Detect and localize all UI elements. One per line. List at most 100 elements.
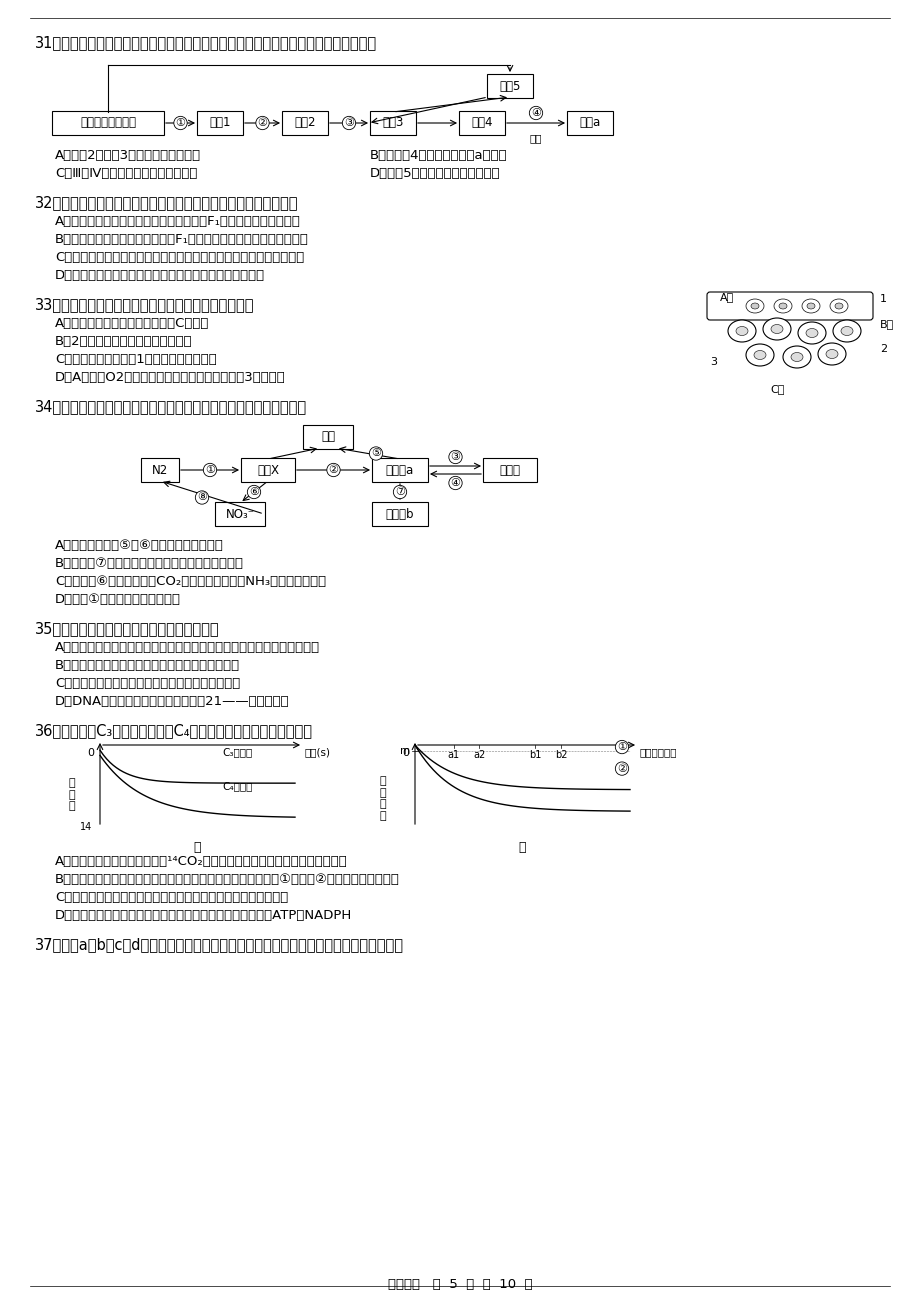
Ellipse shape [727, 320, 755, 342]
Text: ⑦: ⑦ [394, 487, 404, 497]
Text: m: m [400, 746, 410, 756]
Text: A、光照下，供给离体叶片少量¹⁴CO₂，玉米叶片会发生甲图的变化而小麦不会: A、光照下，供给离体叶片少量¹⁴CO₂，玉米叶片会发生甲图的变化而小麦不会 [55, 855, 347, 868]
Ellipse shape [735, 327, 747, 336]
Text: 合
成
量: 合 成 量 [69, 779, 75, 811]
Text: 0: 0 [87, 749, 94, 758]
Text: 氨基酸b: 氨基酸b [385, 508, 414, 521]
Text: 34、下图表示几种相关物质之间的部分转化关系，下列叙述正确的是: 34、下图表示几种相关物质之间的部分转化关系，下列叙述正确的是 [35, 398, 307, 414]
Text: ①: ① [617, 742, 627, 753]
Text: b1: b1 [528, 750, 541, 760]
Text: 35、下列关于生物工程的叙述中，不正确的是: 35、下列关于生物工程的叙述中，不正确的是 [35, 621, 220, 635]
Text: 36、下列有关C₃植物（小麦）和C₄植物（玉米）的叙述，错误的是: 36、下列有关C₃植物（小麦）和C₄植物（玉米）的叙述，错误的是 [35, 723, 312, 738]
Text: 细胞4: 细胞4 [471, 116, 493, 129]
FancyBboxPatch shape [459, 111, 505, 135]
Ellipse shape [778, 303, 786, 309]
Text: N2: N2 [152, 464, 168, 477]
Text: B、乙图表示同一植物在相同光照条件下的光合产量曲线，曲线①和曲线②可能是环境温度不同: B、乙图表示同一植物在相同光照条件下的光合产量曲线，曲线①和曲线②可能是环境温度… [55, 874, 400, 885]
Text: D．DNA探针可用于检测苯丙酮尿症和21——三体综合征: D．DNA探针可用于检测苯丙酮尿症和21——三体综合征 [55, 695, 289, 708]
Text: 细胞1: 细胞1 [209, 116, 231, 129]
Text: D．A液中的O2进入组织细胞被利用处至少要通过3层膜结构: D．A液中的O2进入组织细胞被利用处至少要通过3层膜结构 [55, 371, 286, 384]
Ellipse shape [762, 318, 790, 340]
Text: B液: B液 [879, 319, 893, 329]
Text: 氨基酸a: 氨基酸a [385, 464, 414, 477]
Ellipse shape [745, 344, 773, 366]
Ellipse shape [806, 303, 814, 309]
Text: ②: ② [257, 118, 267, 128]
FancyBboxPatch shape [371, 503, 427, 526]
Text: a2: a2 [473, 750, 485, 760]
Text: 0: 0 [402, 749, 409, 758]
Ellipse shape [817, 342, 845, 365]
Text: ④: ④ [530, 108, 540, 118]
Ellipse shape [834, 303, 842, 309]
Text: ②: ② [328, 465, 338, 475]
Ellipse shape [797, 322, 825, 344]
Text: C．Ⅲ、Ⅳ过程与细胞膜上蛋白质有关: C．Ⅲ、Ⅳ过程与细胞膜上蛋白质有关 [55, 167, 198, 180]
Text: a1: a1 [448, 750, 460, 760]
Text: C．利用植物体细胞杂交技术可以克服生殖隔离的限制，培育远缘杂种: C．利用植物体细胞杂交技术可以克服生殖隔离的限制，培育远缘杂种 [55, 251, 304, 264]
Ellipse shape [829, 299, 847, 312]
Ellipse shape [750, 303, 758, 309]
Text: b2: b2 [554, 750, 567, 760]
Ellipse shape [790, 353, 802, 362]
Text: 细胞2: 细胞2 [294, 116, 315, 129]
Text: 37、以下a、b、c、d四图分别是四种生物的细胞结构图，与之有关的下列叙述中正确的是: 37、以下a、b、c、d四图分别是四种生物的细胞结构图，与之有关的下列叙述中正确… [35, 937, 403, 952]
Text: 生物试卷   第  5  页  共  10  页: 生物试卷 第 5 页 共 10 页 [387, 1279, 532, 1292]
Ellipse shape [805, 328, 817, 337]
Text: D．细胞5属于保留分裂能力的细胞: D．细胞5属于保留分裂能力的细胞 [369, 167, 500, 180]
Text: B．2结构的细胞所处的内环境为淡巴: B．2结构的细胞所处的内环境为淡巴 [55, 335, 192, 348]
Text: C、玉米光合作用合成淠粉的场所既有维管束鞘细胞又有叶肉细胞: C、玉米光合作用合成淠粉的场所既有维管束鞘细胞又有叶肉细胞 [55, 891, 288, 904]
Text: A．杂交癀细胞、金黄色葡萄球菌、圆褐固氮菌都可用选择培养基筛选出来: A．杂交癀细胞、金黄色葡萄球菌、圆褐固氮菌都可用选择培养基筛选出来 [55, 641, 320, 654]
Text: A．细胞2、细胞3均起源于造血干细胞: A．细胞2、细胞3均起源于造血干细胞 [55, 148, 201, 161]
Text: C液: C液 [769, 384, 784, 395]
Text: B．经途径⑦可以使细胞内氨基酸的种类和数量增多: B．经途径⑦可以使细胞内氨基酸的种类和数量增多 [55, 557, 244, 570]
FancyBboxPatch shape [141, 458, 179, 482]
FancyBboxPatch shape [566, 111, 612, 135]
Text: 细胞3: 细胞3 [382, 116, 403, 129]
FancyBboxPatch shape [371, 458, 427, 482]
Text: ①: ① [176, 118, 186, 128]
FancyBboxPatch shape [52, 111, 164, 135]
Text: A．疏松的土壤对⑤和⑥的影响都是促进作用: A．疏松的土壤对⑤和⑥的影响都是促进作用 [55, 539, 223, 552]
Text: ⑥: ⑥ [249, 487, 259, 497]
Text: B．标记基因可用于检测运载体是否被导入受体细胞: B．标记基因可用于检测运载体是否被导入受体细胞 [55, 659, 240, 672]
Text: 14: 14 [80, 822, 92, 832]
Text: 物质a: 物质a [579, 116, 600, 129]
Ellipse shape [840, 327, 852, 336]
Ellipse shape [754, 350, 766, 359]
Ellipse shape [745, 299, 763, 312]
FancyBboxPatch shape [197, 111, 243, 135]
Text: 分泌: 分泌 [529, 133, 541, 143]
Text: NO₃⁻: NO₃⁻ [225, 508, 255, 521]
Text: 细胞5: 细胞5 [499, 79, 520, 92]
Text: A．某人长期营养不良，则会引起C液减少: A．某人长期营养不良，则会引起C液减少 [55, 316, 210, 329]
Ellipse shape [782, 346, 811, 368]
Ellipse shape [773, 299, 791, 312]
Text: C．人发生过敏反应，1结构的通透性会升高: C．人发生过敏反应，1结构的通透性会升高 [55, 353, 217, 366]
Text: 蛋白质: 蛋白质 [499, 464, 520, 477]
Text: ⑧: ⑧ [197, 492, 207, 503]
FancyBboxPatch shape [215, 503, 265, 526]
Text: 甲: 甲 [193, 841, 200, 854]
Text: ④: ④ [450, 478, 460, 488]
Text: D．不同植物原生质体融合的过程属于植物体细胞杂交过程: D．不同植物原生质体融合的过程属于植物体细胞杂交过程 [55, 270, 265, 283]
Text: C．动物细胞的大规模培养可用于生产某些病毒疫苗: C．动物细胞的大规模培养可用于生产某些病毒疫苗 [55, 677, 240, 690]
FancyBboxPatch shape [369, 111, 415, 135]
FancyBboxPatch shape [482, 458, 537, 482]
Text: 31、下图表示人体通过体液免疫消灯破伤风杆菌外毒素的过程，下列相关叙述错误的是: 31、下图表示人体通过体液免疫消灯破伤风杆菌外毒素的过程，下列相关叙述错误的是 [35, 35, 377, 49]
Text: C．能完成⑥过程的生物，CO₂可以作为其碳源，NH₃可以作为其能源: C．能完成⑥过程的生物，CO₂可以作为其碳源，NH₃可以作为其能源 [55, 575, 325, 589]
FancyBboxPatch shape [486, 74, 532, 98]
Text: 二氧化碳含量: 二氧化碳含量 [640, 747, 676, 756]
Ellipse shape [825, 349, 837, 358]
Text: 时间(s): 时间(s) [305, 747, 331, 756]
Text: ③: ③ [450, 452, 460, 462]
Ellipse shape [770, 324, 782, 333]
Text: 2: 2 [879, 344, 886, 354]
Text: B．仅细胞4中含有合成物质a的基因: B．仅细胞4中含有合成物质a的基因 [369, 148, 507, 161]
Text: ①: ① [205, 465, 215, 475]
Text: A．两个不同品种的紫茉莉杂交，正交反交F₁的枝条颜色表现型一致: A．两个不同品种的紫茉莉杂交，正交反交F₁的枝条颜色表现型一致 [55, 215, 301, 228]
Ellipse shape [801, 299, 819, 312]
Text: A液: A液 [720, 292, 733, 302]
FancyBboxPatch shape [302, 424, 353, 449]
Text: 破伤风杆菌外毒素: 破伤风杆菌外毒素 [80, 116, 136, 129]
